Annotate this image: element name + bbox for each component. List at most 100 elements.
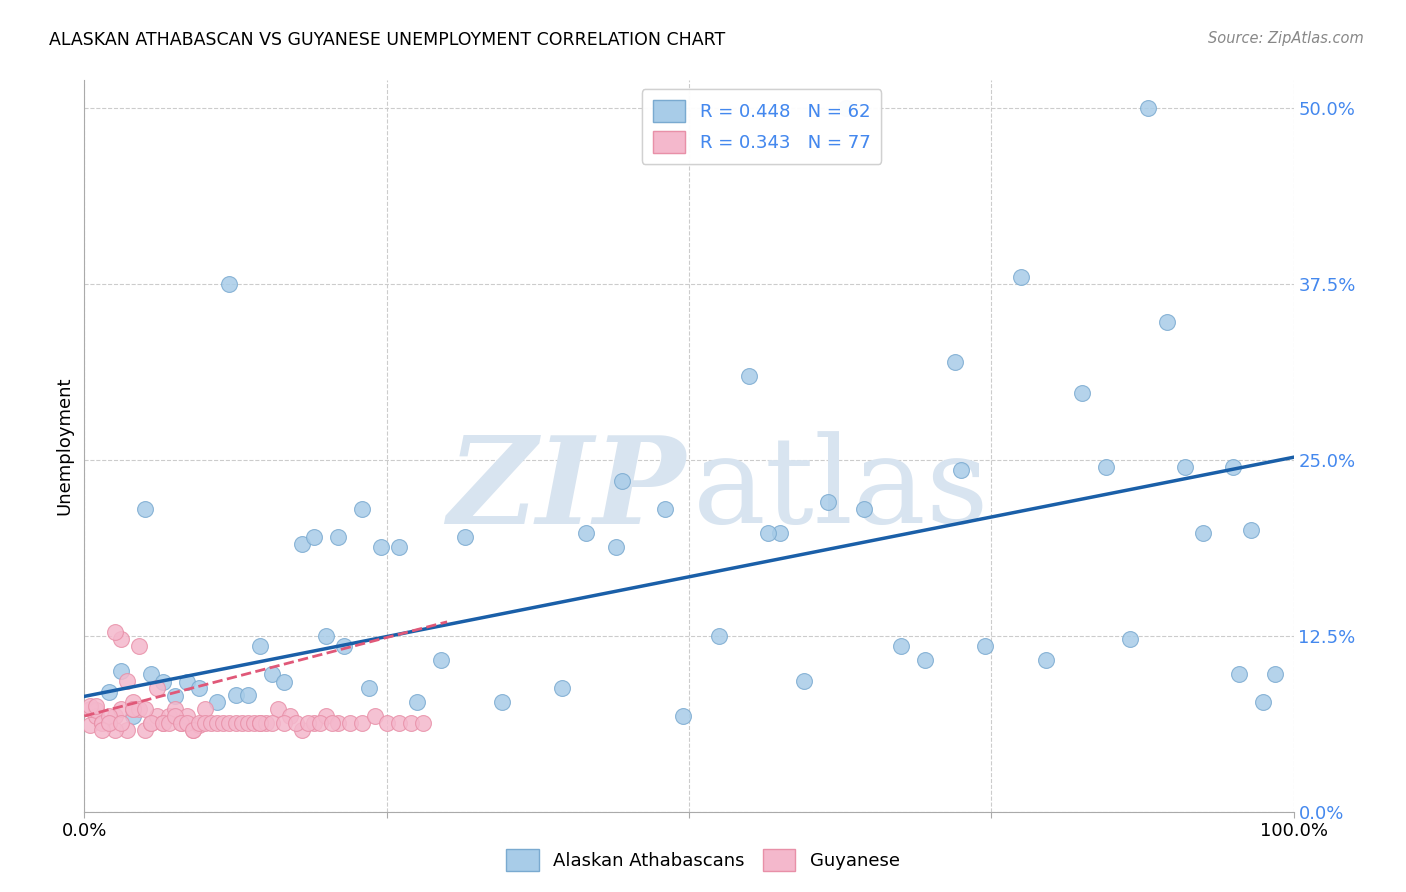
Point (242, 716, 264, 731)
Text: ZIP: ZIP (447, 431, 685, 549)
Point (302, 530, 325, 544)
Point (249, 716, 271, 731)
Point (260, 666, 283, 681)
Point (412, 716, 434, 731)
Point (170, 716, 193, 731)
Point (817, 495, 839, 509)
Point (110, 632, 132, 646)
Point (890, 639, 912, 653)
Point (950, 463, 973, 477)
Point (321, 716, 343, 731)
Point (284, 716, 308, 731)
Point (79, 702, 101, 716)
Point (121, 702, 143, 716)
Point (291, 723, 314, 738)
Point (853, 502, 876, 516)
Point (357, 681, 380, 695)
Point (79, 717, 101, 731)
Point (291, 537, 314, 551)
Point (152, 716, 174, 731)
Point (943, 354, 966, 368)
Point (605, 541, 627, 555)
Point (352, 502, 374, 516)
Point (86, 703, 108, 717)
Point (375, 716, 398, 731)
Point (273, 716, 295, 731)
Point (333, 639, 356, 653)
Point (121, 709, 143, 723)
Y-axis label: Unemployment: Unemployment (55, 376, 73, 516)
Text: ALASKAN ATHABASCAN VS GUYANESE UNEMPLOYMENT CORRELATION CHART: ALASKAN ATHABASCAN VS GUYANESE UNEMPLOYM… (49, 31, 725, 49)
Point (181, 723, 204, 738)
Point (134, 723, 156, 738)
Point (115, 673, 138, 688)
Point (86, 709, 108, 723)
Point (236, 716, 259, 731)
Point (97, 716, 120, 731)
Point (1119, 632, 1142, 646)
Point (79, 699, 101, 714)
Point (339, 716, 361, 731)
Point (309, 716, 332, 731)
Point (1095, 460, 1118, 475)
Point (139, 666, 162, 681)
Point (188, 717, 211, 731)
Point (399, 716, 422, 731)
Point (225, 716, 247, 731)
Point (370, 541, 392, 555)
Point (1071, 385, 1094, 400)
Point (363, 709, 385, 723)
Point (128, 639, 150, 653)
Point (121, 695, 143, 709)
Point (176, 716, 198, 731)
Point (165, 702, 187, 716)
Point (194, 702, 217, 716)
Point (254, 716, 277, 731)
Point (709, 629, 731, 643)
Point (278, 709, 301, 723)
Point (139, 716, 162, 731)
Point (91, 723, 114, 738)
Point (110, 716, 132, 731)
Point (121, 702, 143, 716)
Point (207, 716, 229, 731)
Point (491, 695, 513, 709)
Point (551, 681, 574, 695)
Point (157, 716, 180, 731)
Legend: Alaskan Athabascans, Guyanese: Alaskan Athabascans, Guyanese (499, 842, 907, 879)
Point (406, 695, 429, 709)
Point (97, 685, 120, 699)
Point (388, 541, 411, 555)
Point (194, 716, 217, 731)
Point (575, 526, 598, 541)
Point (146, 709, 169, 723)
Point (181, 723, 204, 738)
Point (914, 653, 936, 667)
Point (97, 716, 120, 731)
Point (756, 526, 779, 541)
Point (672, 709, 695, 723)
Point (91, 716, 114, 731)
Point (97, 709, 120, 723)
Point (654, 502, 676, 516)
Point (769, 526, 792, 541)
Point (110, 664, 132, 678)
Point (328, 530, 350, 544)
Point (146, 681, 169, 695)
Point (86, 699, 108, 714)
Legend: R = 0.448   N = 62, R = 0.343   N = 77: R = 0.448 N = 62, R = 0.343 N = 77 (641, 89, 882, 164)
Point (835, 102, 858, 116)
Point (134, 502, 156, 516)
Point (267, 702, 290, 716)
Point (176, 675, 198, 690)
Point (188, 716, 211, 731)
Point (793, 673, 815, 688)
Point (176, 709, 198, 723)
Point (302, 716, 325, 731)
Point (297, 716, 319, 731)
Point (236, 688, 259, 702)
Text: atlas: atlas (693, 432, 990, 549)
Point (249, 639, 271, 653)
Point (1253, 695, 1275, 709)
Point (231, 716, 253, 731)
